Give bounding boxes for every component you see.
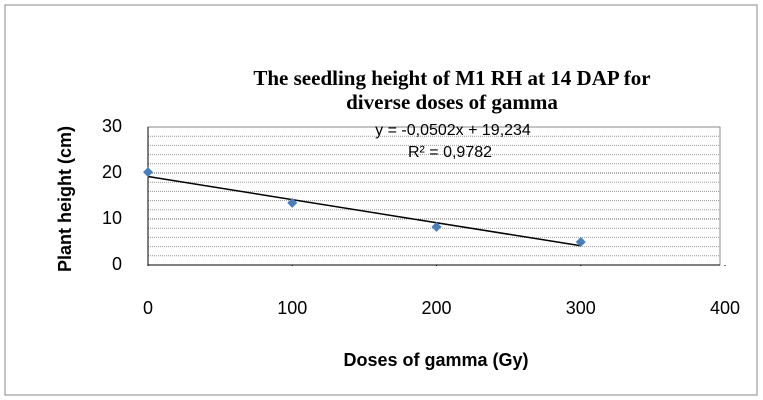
y-tick-label: 10 xyxy=(102,208,122,228)
x-tick-label: 300 xyxy=(566,298,596,318)
x-tick-label: 0 xyxy=(143,298,153,318)
data-point xyxy=(431,221,442,232)
x-axis-label: Doses of gamma (Gy) xyxy=(343,350,528,370)
data-point xyxy=(287,197,298,208)
y-axis-label: Plant height (cm) xyxy=(55,126,75,272)
y-tick-label: 0 xyxy=(112,254,122,274)
chart-title: diverse doses of gamma xyxy=(346,90,558,114)
r-squared: R² = 0,9782 xyxy=(408,144,492,161)
x-tick-label: 100 xyxy=(277,298,307,318)
trendline xyxy=(147,175,581,247)
chart-title: The seedling height of M1 RH at 14 DAP f… xyxy=(253,66,650,90)
x-tick-label: 200 xyxy=(421,298,451,318)
data-point xyxy=(143,167,153,178)
x-tick-label: 400 xyxy=(710,298,740,318)
chart-frame xyxy=(4,4,758,396)
data-point xyxy=(575,237,586,247)
y-tick-label: 20 xyxy=(102,162,122,182)
y-tick-label: 30 xyxy=(102,116,122,136)
trendline-equation: y = -0,0502x + 19,234 xyxy=(375,122,531,139)
